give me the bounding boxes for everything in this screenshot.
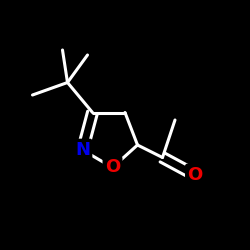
Text: O: O xyxy=(188,166,202,184)
Text: N: N xyxy=(75,141,90,159)
Text: O: O xyxy=(105,158,120,176)
